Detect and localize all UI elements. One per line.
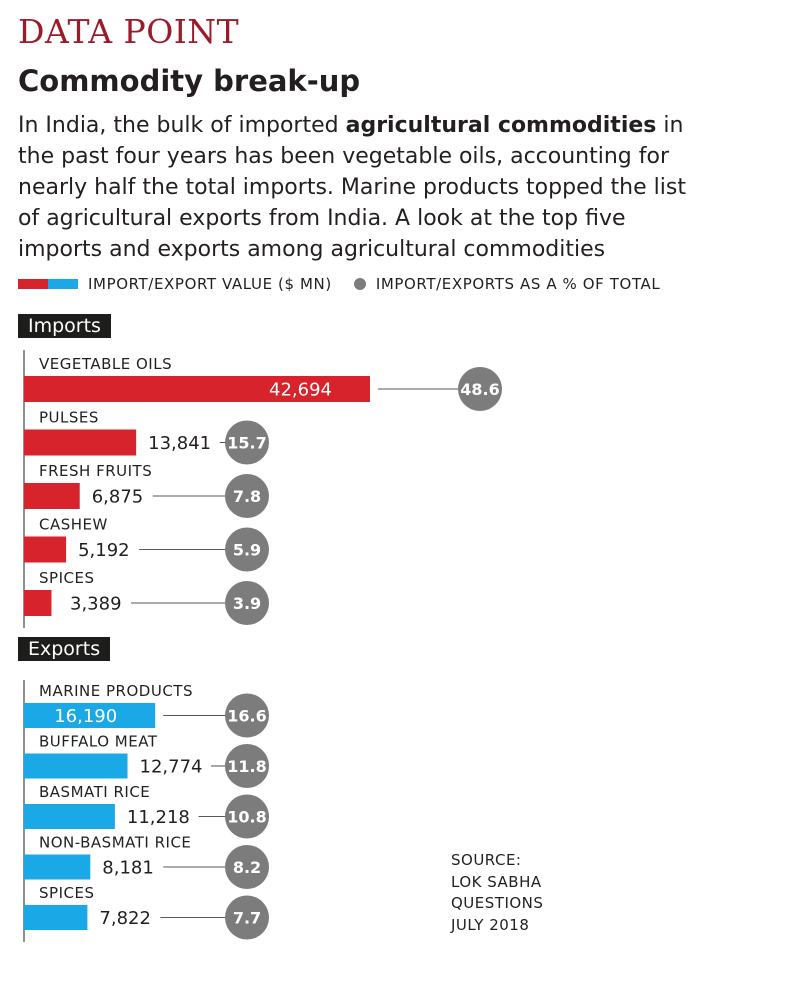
import-bar (24, 429, 137, 456)
legend-import-swatch (18, 279, 48, 289)
import-category-label: PULSES (39, 409, 99, 427)
desc-text-1: In India, the bulk of imported (18, 113, 346, 138)
import-percent-bubble (458, 367, 502, 411)
export-category-label: SPICES (39, 884, 94, 902)
import-percent-bubble (225, 474, 269, 518)
export-percent-label: 16.6 (227, 707, 266, 726)
import-percent-label: 3.9 (233, 594, 261, 613)
export-value-label: 16,190 (54, 706, 117, 727)
export-percent-bubble (225, 744, 269, 788)
export-value-label: 8,181 (102, 858, 154, 879)
export-percent-bubble (225, 845, 269, 889)
legend-value-label: IMPORT/EXPORT VALUE ($ MN) (88, 275, 332, 293)
imports-section-label: Imports (18, 314, 111, 338)
export-percent-label: 10.8 (227, 808, 266, 827)
brand-title: DATA POINT (18, 12, 240, 51)
source-line-1: SOURCE: (451, 851, 522, 869)
import-category-label: VEGETABLE OILS (39, 355, 172, 373)
import-percent-bubble (225, 527, 269, 572)
export-bar (24, 804, 115, 829)
export-percent-label: 8.2 (233, 858, 261, 877)
import-percent-bubble (225, 420, 269, 465)
export-category-label: NON-BASMATI RICE (39, 834, 191, 852)
import-category-label: FRESH FRUITS (39, 462, 152, 480)
import-percent-label: 7.8 (233, 487, 261, 506)
import-bar (24, 376, 370, 402)
export-category-label: BASMATI RICE (39, 783, 150, 801)
export-category-label: BUFFALO MEAT (39, 733, 158, 751)
export-percent-bubble (225, 895, 269, 940)
import-bar (24, 536, 67, 563)
export-bar (24, 905, 88, 930)
import-bar (24, 590, 52, 616)
source-line-3: QUESTIONS (451, 894, 544, 912)
chart-description: In India, the bulk of imported agricultu… (18, 110, 708, 265)
import-value-label: 3,389 (70, 594, 122, 615)
import-value-label: 6,875 (92, 487, 144, 508)
source-line-4: JULY 2018 (451, 915, 530, 934)
desc-bold-text: agricultural commodities (345, 113, 657, 138)
export-value-label: 7,822 (99, 908, 151, 929)
legend-percent-label: IMPORT/EXPORTS AS A % OF TOTAL (375, 275, 661, 293)
legend-percent-dot (353, 278, 366, 290)
import-category-label: CASHEW (39, 516, 108, 534)
chart-title: Commodity break-up (18, 64, 361, 98)
import-percent-bubble (225, 581, 269, 625)
source-note: SOURCE: LOK SABHA QUESTIONS JULY 2018 (451, 850, 543, 936)
export-percent-bubble (225, 794, 269, 839)
export-bar (24, 854, 91, 880)
export-bar (24, 703, 156, 728)
desc-text-2: in the past four years has been vegetabl… (18, 113, 686, 262)
export-bar (24, 753, 128, 779)
import-value-label: 5,192 (78, 540, 130, 561)
import-percent-label: 48.6 (460, 380, 499, 399)
export-value-label: 12,774 (140, 757, 203, 778)
import-bar (24, 483, 80, 509)
export-percent-bubble (225, 693, 269, 738)
import-category-label: SPICES (39, 569, 94, 587)
export-value-label: 11,218 (127, 807, 190, 828)
legend-export-swatch (48, 279, 78, 289)
export-category-label: MARINE PRODUCTS (39, 682, 193, 700)
export-percent-label: 7.7 (233, 909, 261, 928)
source-line-2: LOK SABHA (451, 872, 542, 891)
exports-section-label: Exports (18, 637, 111, 661)
export-percent-label: 11.8 (227, 757, 266, 776)
import-percent-label: 5.9 (233, 541, 261, 560)
legend: IMPORT/EXPORT VALUE ($ MN) IMPORT/EXPORT… (18, 273, 660, 295)
import-value-label: 42,694 (269, 380, 332, 401)
import-percent-label: 15.7 (227, 434, 266, 453)
import-value-label: 13,841 (148, 433, 211, 454)
